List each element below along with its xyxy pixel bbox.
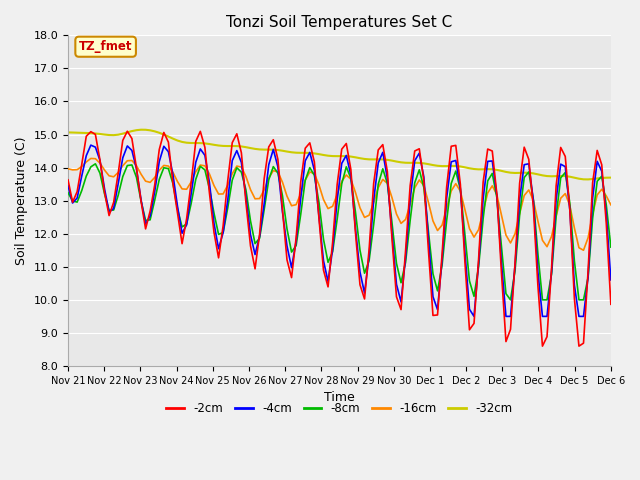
Text: TZ_fmet: TZ_fmet — [79, 40, 132, 53]
X-axis label: Time: Time — [324, 391, 355, 404]
Title: Tonzi Soil Temperatures Set C: Tonzi Soil Temperatures Set C — [227, 15, 452, 30]
Y-axis label: Soil Temperature (C): Soil Temperature (C) — [15, 136, 28, 265]
Legend: -2cm, -4cm, -8cm, -16cm, -32cm: -2cm, -4cm, -8cm, -16cm, -32cm — [161, 397, 517, 420]
